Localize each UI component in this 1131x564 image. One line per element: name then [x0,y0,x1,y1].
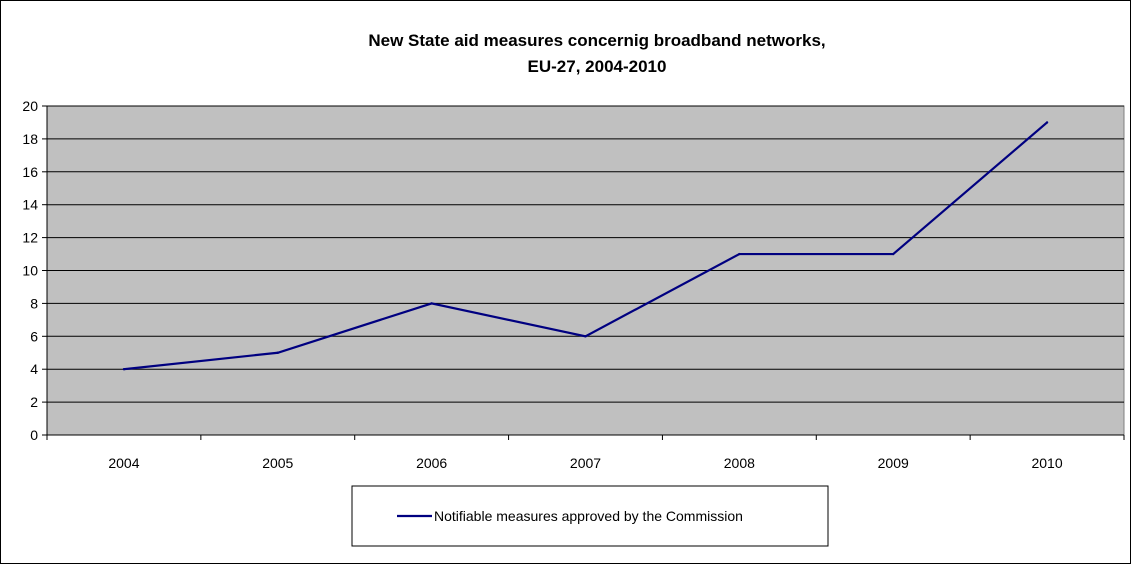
y-tick-label-0: 0 [30,427,38,443]
y-tick-label-12: 12 [22,230,38,246]
y-tick-label-14: 14 [22,197,38,213]
legend: Notifiable measures approved by the Comm… [352,486,828,546]
y-tick-label-18: 18 [22,131,38,147]
x-tick-label-2007: 2007 [570,455,601,471]
data-point-2004 [123,368,125,370]
x-tick-label-2008: 2008 [724,455,755,471]
y-tick-label-8: 8 [30,295,38,311]
legend-label-0: Notifiable measures approved by the Comm… [434,508,743,524]
data-point-2009 [892,253,894,255]
plot-area: 0 2 4 6 8 10 12 14 16 18 20 2004 2005 2006 2007 2008 200… [22,98,1124,471]
x-tick-label-2006: 2006 [416,455,447,471]
chart-subtitle: EU-27, 2004-2010 [528,57,667,76]
data-point-2010 [1046,121,1048,123]
y-tick-label-4: 4 [30,361,38,377]
y-tick-label-2: 2 [30,394,38,410]
data-point-2008 [738,253,740,255]
x-tick-label-2005: 2005 [262,455,293,471]
data-point-2006 [430,302,432,304]
chart-title: New State aid measures concernig broadba… [368,31,825,50]
x-tick-label-2010: 2010 [1031,455,1062,471]
y-tick-label-16: 16 [22,164,38,180]
data-point-2007 [584,335,586,337]
data-point-2005 [277,352,279,354]
y-tick-label-10: 10 [22,263,38,279]
y-tick-label-20: 20 [22,98,38,114]
y-tick-label-6: 6 [30,328,38,344]
x-tick-label-2009: 2009 [878,455,909,471]
x-tick-label-2004: 2004 [108,455,139,471]
